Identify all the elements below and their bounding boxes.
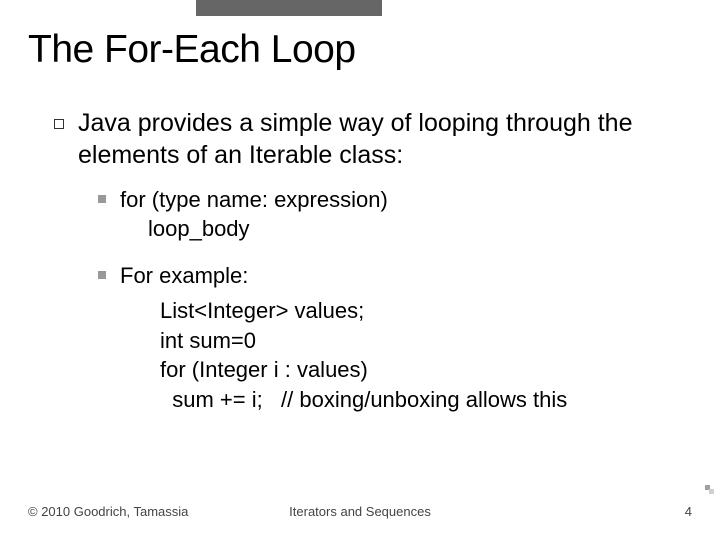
code-block: List<Integer> values; int sum=0 for (Int… [160,296,686,414]
code-line-4: sum += i; // boxing/unboxing allows this [160,385,686,414]
slide-body: Java provides a simple way of looping th… [54,108,686,414]
code-line-3: for (Integer i : values) [160,355,686,384]
syntax-line-1: for (type name: expression) [120,185,388,214]
corner-accent-icon [705,485,714,494]
example-label: For example: [120,261,248,290]
square-bullet-icon [54,119,64,129]
slide: The For-Each Loop Java provides a simple… [0,0,720,540]
intro-text: Java provides a simple way of looping th… [78,108,686,171]
slide-title: The For-Each Loop [28,28,356,72]
syntax-line-2: loop_body [148,214,388,243]
small-square-bullet-icon [98,271,106,279]
small-square-bullet-icon [98,195,106,203]
syntax-block: for (type name: expression) loop_body [120,185,388,243]
intro-row: Java provides a simple way of looping th… [54,108,686,171]
footer-title: Iterators and Sequences [0,504,720,519]
code-line-2: int sum=0 [160,326,686,355]
example-row: For example: [98,261,686,290]
footer: © 2010 Goodrich, Tamassia Iterators and … [0,504,720,524]
syntax-row: for (type name: expression) loop_body [98,185,686,243]
code-line-1: List<Integer> values; [160,296,686,325]
slide-number: 4 [685,504,692,519]
top-accent-bar [196,0,382,16]
